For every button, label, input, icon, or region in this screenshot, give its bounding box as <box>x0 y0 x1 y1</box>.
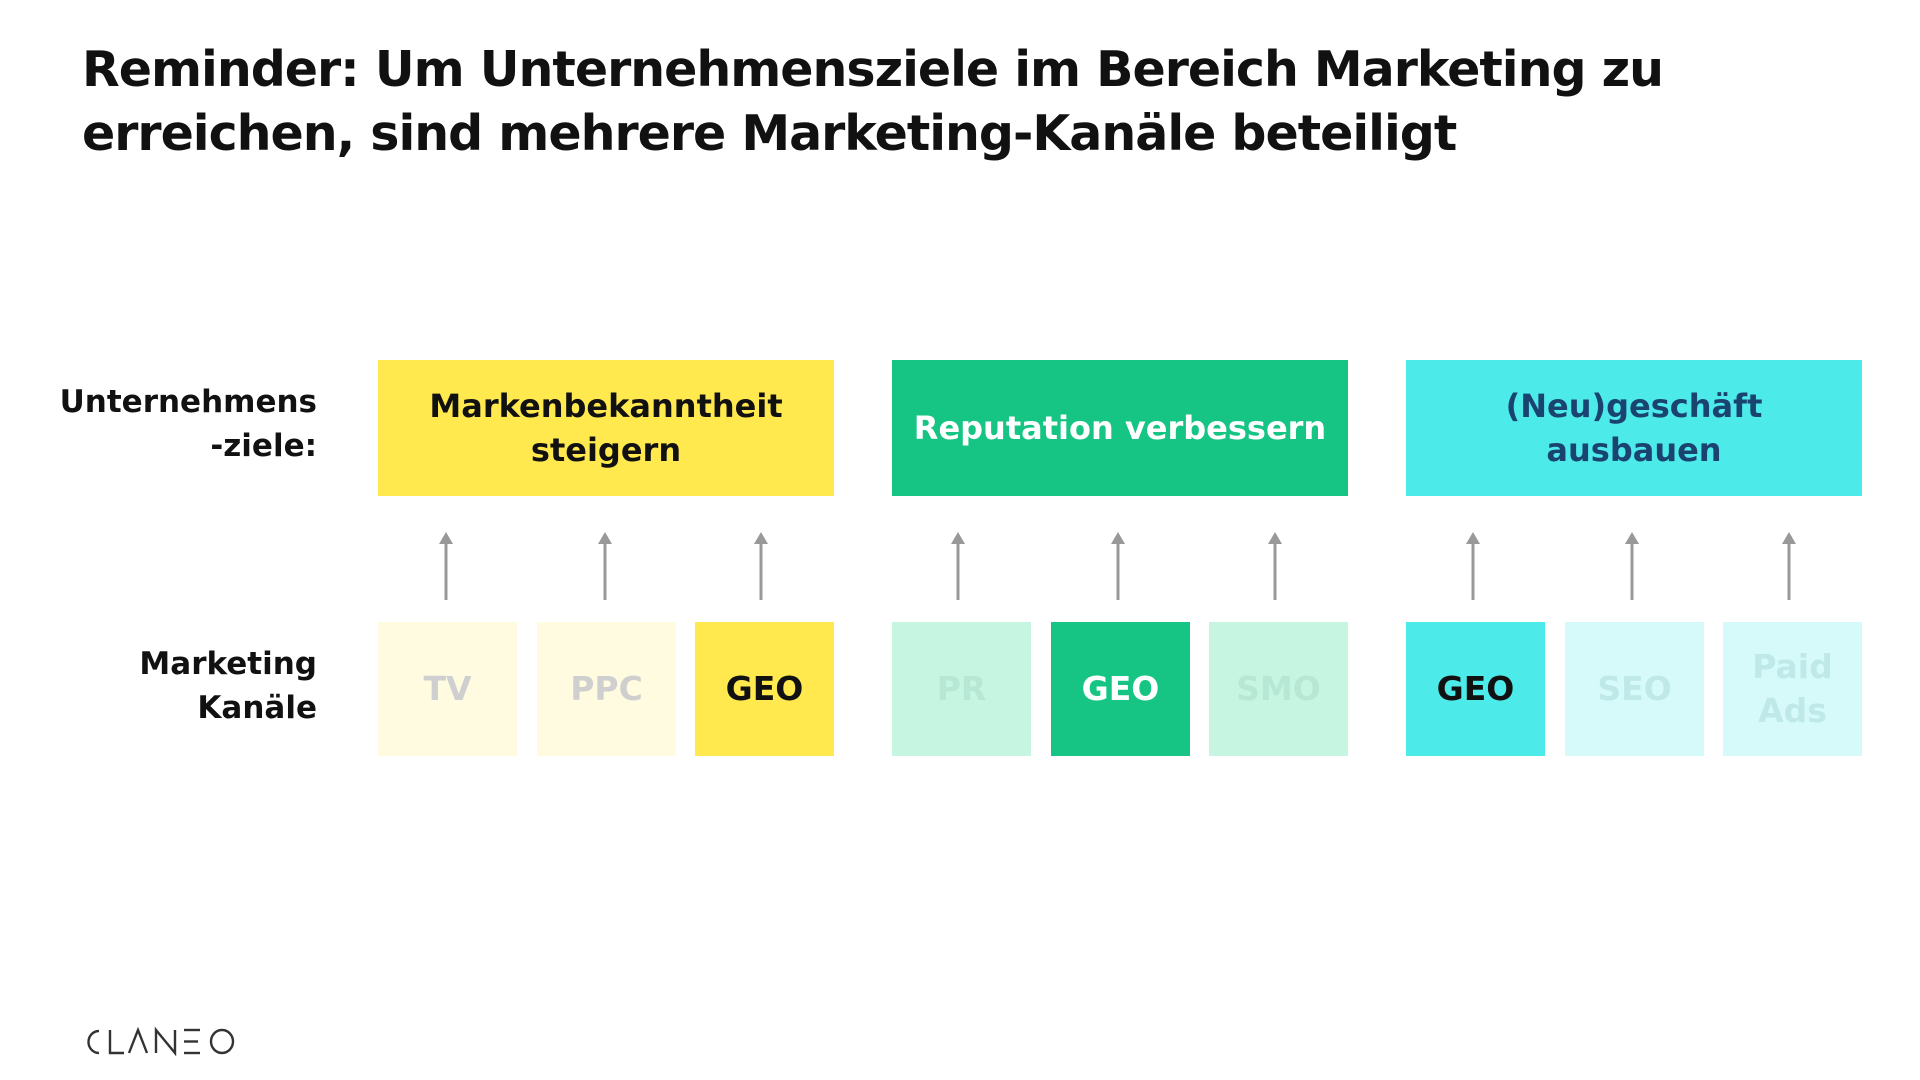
goal-label-line: Markenbekanntheit <box>429 387 783 425</box>
claneo-logo <box>87 1026 235 1057</box>
goal-markenbekanntheit: Markenbekanntheit steigern <box>378 360 834 496</box>
channel-label-line: SEO <box>1597 669 1672 708</box>
channel-label-line: Paid <box>1752 647 1833 686</box>
channel-smo: SMO <box>1209 622 1348 756</box>
arrow-up-icon <box>1268 532 1282 600</box>
channel-label-line: Ads <box>1758 691 1827 730</box>
row-label-channels-line-1: Marketing <box>139 646 317 682</box>
channel-paid-ads: Paid Ads <box>1723 622 1862 756</box>
goal-label-line: (Neu)geschäft <box>1505 387 1763 425</box>
channel-geo-business: GEO <box>1406 622 1545 756</box>
row-label-goals-line-2: -ziele: <box>210 428 317 464</box>
arrow-up-icon <box>598 532 612 600</box>
channel-label-line: SMO <box>1236 669 1321 708</box>
goal-neugeschaeft: (Neu)geschäft ausbauen <box>1406 360 1862 496</box>
channel-ppc: PPC <box>537 622 676 756</box>
channel-label-line: TV <box>423 669 472 708</box>
page-title: Reminder: Um Unternehmensziele im Bereic… <box>82 38 1782 166</box>
goal-label-line: ausbauen <box>1546 431 1722 469</box>
arrow-up-icon <box>1466 532 1480 600</box>
channel-geo-reputation: GEO <box>1051 622 1190 756</box>
channel-geo-brand: GEO <box>695 622 834 756</box>
channel-label-line: GEO <box>1081 669 1160 708</box>
channel-label-line: GEO <box>725 669 804 708</box>
row-label-channels-line-2: Kanäle <box>197 690 317 726</box>
arrow-up-icon <box>439 532 453 600</box>
arrow-up-icon <box>1625 532 1639 600</box>
arrow-up-icon <box>1782 532 1796 600</box>
arrow-up-icon <box>754 532 768 600</box>
arrow-up-icon <box>1111 532 1125 600</box>
title-line-1: Reminder: Um Unternehmensziele im Bereic… <box>82 41 1664 98</box>
goal-label-line: Reputation verbessern <box>913 409 1327 447</box>
goal-reputation: Reputation verbessern <box>892 360 1348 496</box>
arrow-up-icon <box>951 532 965 600</box>
row-label-goals-line-1: Unternehmens <box>59 384 317 420</box>
channel-label-line: GEO <box>1436 669 1515 708</box>
goal-label-line: steigern <box>530 431 682 469</box>
channel-tv: TV <box>378 622 517 756</box>
row-label-channels: Marketing Kanäle <box>139 642 317 730</box>
channel-pr: PR <box>892 622 1031 756</box>
channel-label-line: PPC <box>570 669 643 708</box>
channel-seo: SEO <box>1565 622 1704 756</box>
channel-label-line: PR <box>936 669 987 708</box>
title-line-2: erreichen, sind mehrere Marketing-Kanäle… <box>82 105 1457 162</box>
row-label-goals: Unternehmens -ziele: <box>60 380 317 468</box>
